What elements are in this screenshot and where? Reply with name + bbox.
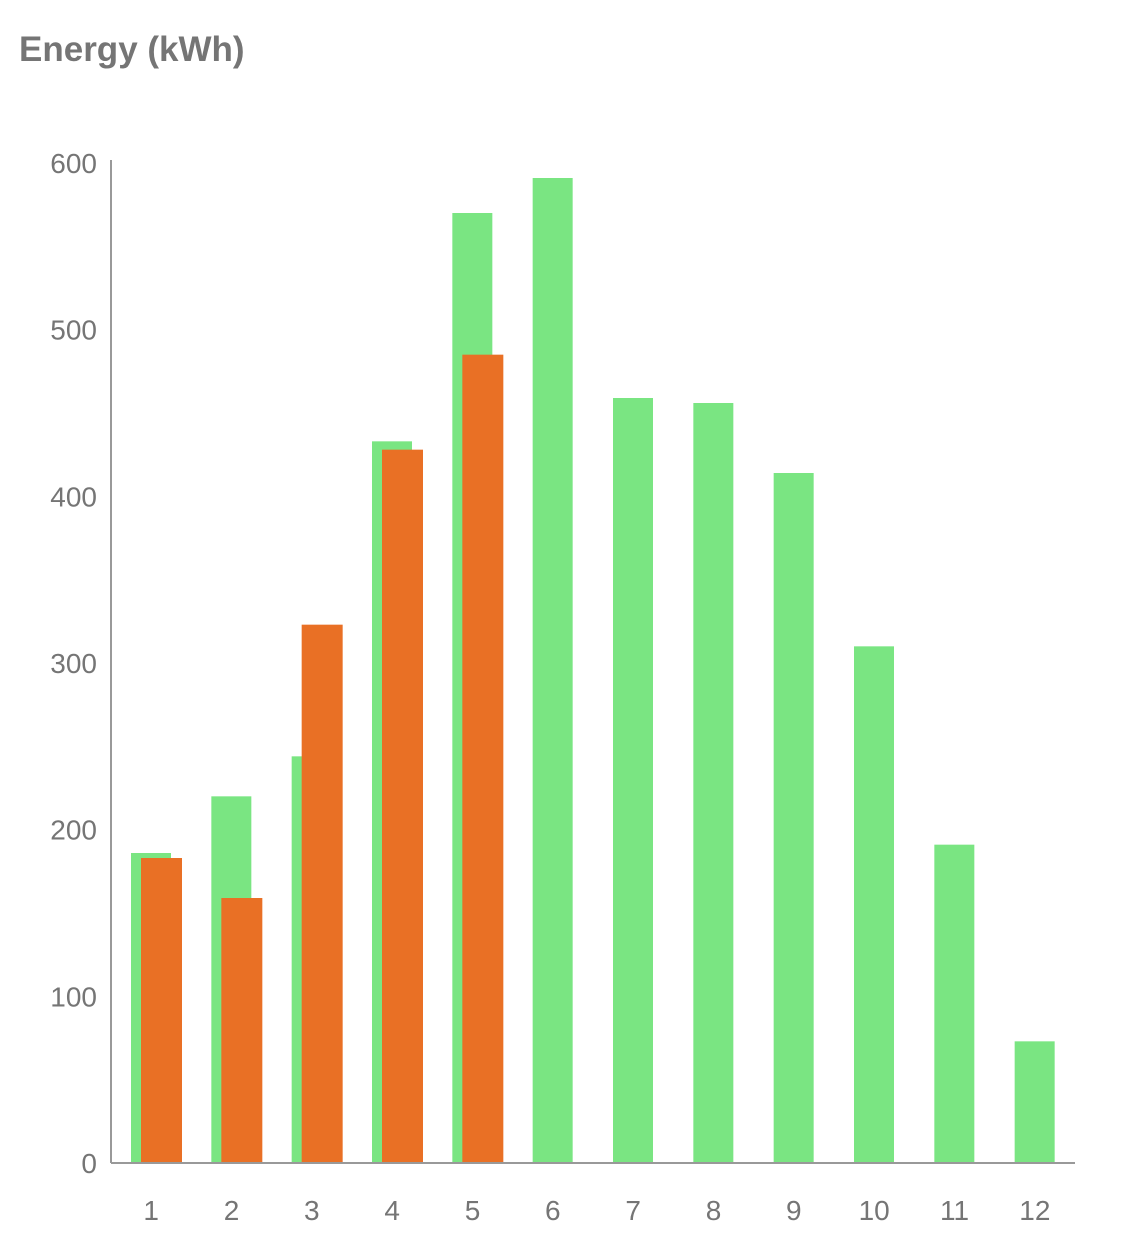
y-tick-label: 300 [50, 648, 97, 679]
y-tick-label: 200 [50, 815, 97, 846]
x-tick-label: 4 [384, 1195, 400, 1226]
bar-series1-10 [854, 646, 894, 1163]
chart-title: Energy (kWh) [19, 30, 245, 69]
x-tick-label: 9 [786, 1195, 802, 1226]
bar-series2-2 [221, 898, 263, 1163]
y-tick-label: 100 [50, 981, 97, 1012]
x-tick-label: 11 [940, 1195, 969, 1226]
bar-series1-8 [693, 403, 734, 1163]
x-tick-label: 1 [143, 1195, 159, 1226]
bar-series1-11 [934, 844, 975, 1163]
x-tick-label: 2 [224, 1195, 240, 1226]
bar-series1-9 [773, 473, 814, 1163]
bar-series2-1 [141, 858, 182, 1163]
y-tick-label: 600 [50, 148, 97, 179]
x-tick-label: 12 [1019, 1195, 1050, 1226]
x-tick-label: 6 [545, 1195, 561, 1226]
x-tick-label: 3 [304, 1195, 320, 1226]
x-tick-label: 8 [706, 1195, 722, 1226]
y-tick-label: 400 [50, 481, 97, 512]
bar-series2-3 [301, 624, 343, 1163]
x-tick-label: 10 [859, 1195, 890, 1226]
y-tick-label: 0 [81, 1148, 97, 1179]
y-tick-label: 500 [50, 315, 97, 346]
bar-series2-4 [382, 449, 423, 1164]
bar-series1-7 [613, 398, 653, 1163]
x-tick-label: 7 [625, 1195, 641, 1226]
x-tick-label: 5 [465, 1195, 481, 1226]
bar-series2-5 [462, 354, 504, 1164]
bar-series1-6 [532, 178, 573, 1163]
bar-series1-12 [1014, 1041, 1055, 1163]
